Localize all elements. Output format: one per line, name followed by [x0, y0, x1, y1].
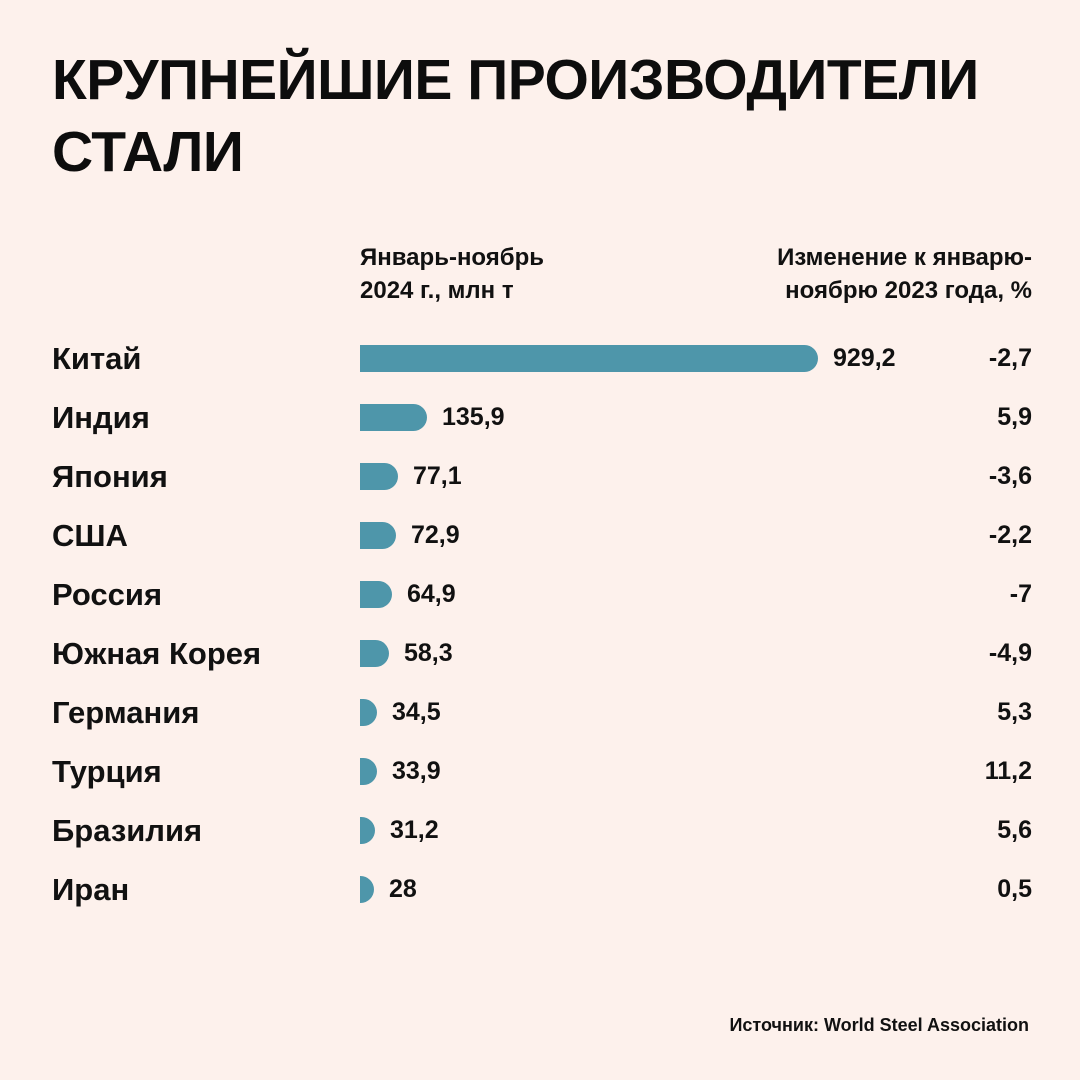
country-label: Иран: [52, 871, 130, 907]
bar-cell: 72,9: [360, 521, 892, 550]
country-label: Южная Корея: [52, 635, 262, 671]
table-row: Россия 64,9 -7: [52, 565, 1032, 624]
column-header-change-line1: Изменение к январю-: [777, 244, 1032, 271]
change-value: 5,6: [997, 816, 1032, 844]
country-label: Турция: [52, 753, 162, 789]
production-bar: [360, 817, 375, 844]
production-bar: [360, 463, 398, 490]
bar-cell: 64,9: [360, 580, 892, 609]
table-row: Индия 135,9 5,9: [52, 388, 1032, 447]
production-bar: [360, 581, 392, 608]
change-value: 5,3: [997, 698, 1032, 726]
change-value: -2,7: [988, 344, 1032, 372]
bar-chart-rows: Китай 929,2 -2,7 Индия 135,9 5,9 Япония 77,1 -3,…: [52, 329, 1032, 919]
country-label: Германия: [52, 694, 200, 730]
change-value: -7: [1009, 580, 1032, 608]
country-label: Япония: [52, 458, 168, 494]
table-row: Бразилия 31,2 5,6: [52, 801, 1032, 860]
change-value: 5,9: [997, 403, 1032, 431]
production-bar: [360, 522, 396, 549]
bar-cell: 34,5: [360, 698, 892, 727]
change-value: 11,2: [984, 757, 1032, 785]
table-row: Германия 34,5 5,3: [52, 683, 1032, 742]
column-header-change-line2: ноябрю 2023 года, %: [785, 277, 1032, 305]
table-row: Иран 28 0,5: [52, 860, 1032, 919]
table-row: Южная Корея 58,3 -4,9: [52, 624, 1032, 683]
bar-cell: 28: [360, 875, 892, 904]
table-row: США 72,9 -2,2: [52, 506, 1032, 565]
production-value: 28: [389, 875, 417, 903]
production-value: 77,1: [413, 462, 462, 490]
production-value: 34,5: [392, 698, 441, 726]
bar-cell: 33,9: [360, 757, 892, 786]
country-label: США: [52, 517, 128, 553]
production-value: 58,3: [404, 639, 453, 667]
country-label: Индия: [52, 399, 150, 435]
production-value: 31,2: [390, 816, 439, 844]
country-label: Россия: [52, 576, 163, 612]
column-header-volume-line2: 2024 г., млн т: [360, 277, 514, 305]
column-header-volume: Январь-ноябрь 2024 г., млн т: [360, 241, 544, 307]
bar-cell: 929,2: [360, 344, 896, 373]
bar-cell: 58,3: [360, 639, 892, 668]
country-label: Китай: [52, 340, 142, 376]
production-value: 72,9: [411, 521, 460, 549]
table-row: Китай 929,2 -2,7: [52, 329, 1032, 388]
change-value: -2,2: [988, 521, 1032, 549]
bar-cell: 77,1: [360, 462, 892, 491]
page-title-line2: СТАЛИ: [52, 120, 244, 185]
country-label: Бразилия: [52, 812, 203, 848]
change-value: -4,9: [988, 639, 1032, 667]
table-row: Турция 33,9 11,2: [52, 742, 1032, 801]
column-header-change: Изменение к январю- ноябрю 2023 года, %: [777, 241, 1032, 307]
production-value: 33,9: [392, 757, 441, 785]
production-bar: [360, 345, 818, 372]
column-header-volume-line1: Январь-ноябрь: [360, 244, 545, 271]
source-credit: Источник: World Steel Association: [729, 1015, 1029, 1035]
bar-cell: 31,2: [360, 816, 892, 845]
page-title-line1: КРУПНЕЙШИЕ ПРОИЗВОДИТЕЛИ: [52, 48, 979, 112]
production-bar: [360, 699, 377, 726]
production-value: 929,2: [833, 344, 896, 372]
table-row: Япония 77,1 -3,6: [52, 447, 1032, 506]
column-headers: Январь-ноябрь 2024 г., млн т Изменение к…: [52, 241, 1032, 307]
change-value: -3,6: [988, 462, 1032, 490]
production-bar: [360, 876, 374, 903]
production-bar: [360, 758, 377, 785]
production-bar: [360, 404, 427, 431]
change-value: 0,5: [997, 875, 1032, 903]
production-value: 135,9: [442, 403, 505, 431]
bar-cell: 135,9: [360, 403, 892, 432]
production-value: 64,9: [407, 580, 456, 608]
production-bar: [360, 640, 389, 667]
page-title: КРУПНЕЙШИЕ ПРОИЗВОДИТЕЛИ СТАЛИ: [52, 44, 979, 189]
